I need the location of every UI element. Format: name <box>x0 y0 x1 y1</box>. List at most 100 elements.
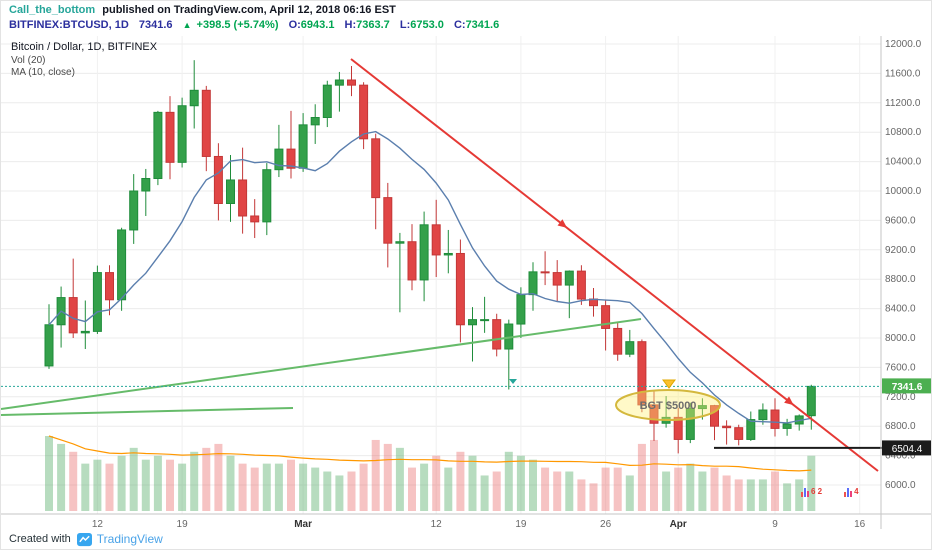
volume-bar <box>565 471 574 511</box>
volume-bar <box>408 467 416 511</box>
price-tick-label: 7200.0 <box>885 392 916 403</box>
price-tick-label: 6400.0 <box>885 451 916 462</box>
candle-body <box>201 89 211 157</box>
candle-body <box>238 179 248 217</box>
volume-bar <box>287 459 295 511</box>
volume-bar <box>746 479 755 511</box>
open-label: O: <box>288 19 301 31</box>
price-chart[interactable]: 12000.0 11600.0 11200.0 10800.0 10400.0 10000… <box>1 36 932 531</box>
volume-bar <box>371 439 380 511</box>
candle-body <box>286 148 296 169</box>
candle-body <box>359 84 369 140</box>
candle-body <box>165 111 175 163</box>
symbol-text[interactable]: BITFINEX:BTCUSD, 1D <box>9 19 129 31</box>
green-trendline <box>1 318 642 410</box>
candle-body <box>697 405 707 410</box>
volume-bar <box>553 471 562 511</box>
volume-bar <box>93 459 102 511</box>
candle-body <box>310 117 320 126</box>
volume-bar <box>250 467 259 511</box>
support-price-label: 6504.4 <box>892 444 923 455</box>
volume-bar <box>81 463 90 511</box>
annotation-ellipse <box>615 389 721 421</box>
candle-body <box>637 341 647 406</box>
tradingview-logo-icon[interactable] <box>76 532 92 547</box>
candle-body <box>685 408 695 440</box>
volume-bar <box>226 455 235 511</box>
candle-body <box>649 404 659 424</box>
price-tick-label: 7600.0 <box>885 362 916 373</box>
time-tick-label: 9 <box>772 519 778 530</box>
volume-bar <box>45 436 53 511</box>
price-tick-label: 10000.0 <box>885 186 922 197</box>
support-price-label-bg <box>882 440 931 456</box>
candle-body <box>226 179 235 204</box>
candle-body <box>395 241 405 244</box>
volume-bar <box>129 447 138 511</box>
volume-bar <box>105 463 114 511</box>
volume-bar <box>69 451 78 511</box>
candle-body <box>552 272 562 286</box>
candle-body <box>601 305 611 329</box>
volume-bar <box>795 479 804 511</box>
volume-bar <box>57 443 66 511</box>
candle-body <box>710 405 719 427</box>
price-tick-label: 6000.0 <box>885 480 916 491</box>
volume-bar <box>613 467 622 511</box>
price-tick-label: 9600.0 <box>885 215 916 226</box>
candle-body <box>334 79 344 86</box>
price-tick-label: 10800.0 <box>885 127 922 138</box>
low-value: 6753.0 <box>410 19 444 31</box>
volume-bar <box>625 475 634 511</box>
volume-bar <box>783 483 792 511</box>
candle-body <box>105 272 114 301</box>
candle-body <box>673 416 683 440</box>
candle-body <box>455 252 465 326</box>
price-tick-label: 12000.0 <box>885 39 922 50</box>
volume-bar <box>335 475 344 511</box>
low-label: L: <box>399 19 411 31</box>
volume-bar <box>395 447 404 511</box>
teal-down-marker <box>509 379 517 384</box>
volume-bar <box>444 467 453 511</box>
candle-body <box>528 271 538 296</box>
header: Call_the_bottom published on TradingView… <box>1 1 931 36</box>
candle-body <box>419 224 429 281</box>
published-text: published on TradingView.com, April 12, … <box>102 4 396 16</box>
author-link[interactable]: Call_the_bottom <box>9 4 96 16</box>
volume-bar <box>153 455 162 511</box>
volume-bar <box>141 459 150 511</box>
volume-bar <box>311 467 320 511</box>
candle-body <box>516 294 526 325</box>
last-price-label-bg <box>882 378 931 394</box>
time-tick-label: 19 <box>515 519 527 530</box>
volume-bar <box>492 471 501 511</box>
volume-bar <box>323 471 332 511</box>
candle-body <box>770 409 780 429</box>
volume-bar <box>117 455 126 511</box>
reaction-count: 4 <box>854 487 859 496</box>
reaction-marker[interactable]: 6 2 <box>801 488 822 497</box>
time-tick-label: 26 <box>600 519 612 530</box>
tradingview-brand-text[interactable]: TradingView <box>96 532 163 546</box>
high-value: 7363.7 <box>356 19 390 31</box>
candle-body <box>492 319 502 350</box>
volume-bar <box>456 451 465 511</box>
price-tick-label: 8400.0 <box>885 304 916 315</box>
created-with-text: Created with <box>9 533 71 545</box>
reaction-marker[interactable]: 4 <box>844 487 859 497</box>
candle-body <box>371 138 381 199</box>
volume-bar <box>674 467 683 511</box>
candle-body <box>468 319 477 326</box>
candle-body <box>189 89 199 107</box>
footer: Created with TradingView <box>1 529 931 549</box>
candle-body <box>576 270 586 300</box>
candle-body <box>383 197 393 244</box>
candle-body <box>80 330 90 334</box>
volume-bar <box>504 451 513 511</box>
candle-body <box>443 252 453 256</box>
volume-bar <box>262 463 271 511</box>
volume-bar <box>710 467 719 511</box>
volume-bar <box>637 443 646 511</box>
candle-body <box>613 327 623 355</box>
